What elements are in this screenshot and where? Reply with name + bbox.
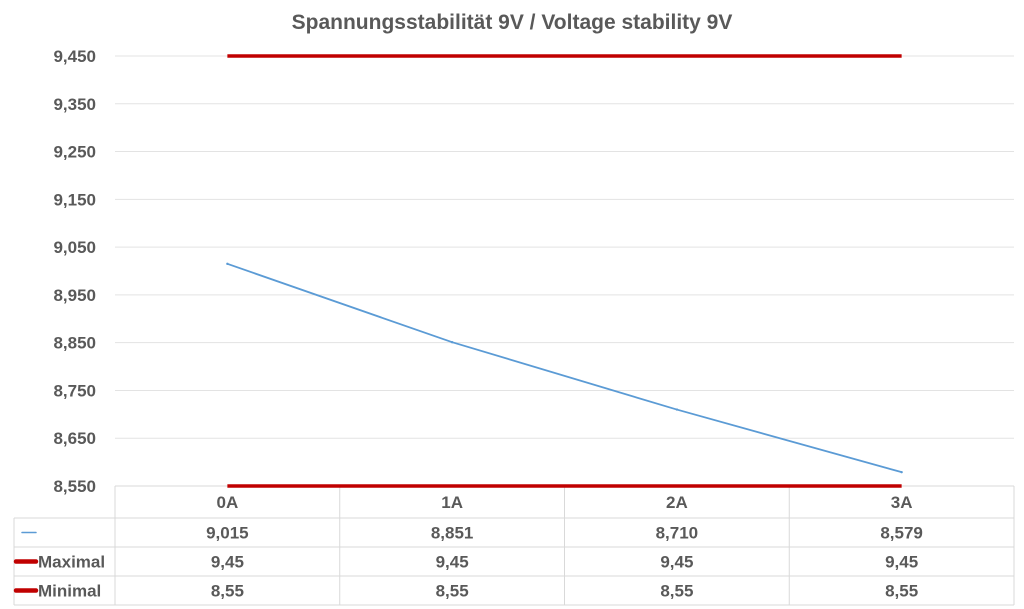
y-tick-label: 9,250 bbox=[53, 143, 96, 162]
legend-label: Maximal bbox=[38, 553, 105, 572]
table-value: 9,45 bbox=[211, 553, 244, 572]
table-value: 8,55 bbox=[436, 582, 469, 601]
x-category-label: 0A bbox=[217, 493, 239, 512]
table-value: 8,55 bbox=[660, 582, 693, 601]
y-tick-label: 9,350 bbox=[53, 95, 96, 114]
x-category-label: 3A bbox=[891, 493, 913, 512]
data-point bbox=[450, 340, 454, 344]
data-point bbox=[675, 408, 679, 411]
y-tick-label: 8,650 bbox=[53, 429, 96, 448]
y-tick-label: 9,150 bbox=[53, 190, 96, 209]
series-line-measurement bbox=[227, 262, 902, 474]
table-value: 8,579 bbox=[880, 524, 923, 543]
table-value: 9,45 bbox=[660, 553, 693, 572]
table-value: 8,710 bbox=[656, 524, 699, 543]
table-value: 8,851 bbox=[431, 524, 474, 543]
chart-title: Spannungsstabilität 9V / Voltage stabili… bbox=[292, 11, 733, 34]
table-value: 8,55 bbox=[211, 582, 244, 601]
y-axis-tick-labels: 8,550 8,650 8,750 8,850 8,950 9,050 9,150 9,250… bbox=[53, 47, 96, 496]
x-category-label: 2A bbox=[666, 493, 688, 512]
series-lines bbox=[226, 54, 903, 488]
table-value: 9,45 bbox=[885, 553, 918, 572]
y-tick-label: 8,550 bbox=[53, 477, 96, 496]
y-tick-label: 8,850 bbox=[53, 334, 96, 353]
x-category-label: 1A bbox=[441, 493, 463, 512]
y-tick-label: 8,950 bbox=[53, 286, 96, 305]
data-point bbox=[900, 470, 903, 474]
data-table: 0A 1A 2A 3A 9,015 8,851 8,710 8,579 Maximal 9,45 9… bbox=[13, 485, 1015, 606]
table-value: 8,55 bbox=[885, 582, 918, 601]
y-tick-label: 8,750 bbox=[53, 381, 96, 400]
table-value: 9,015 bbox=[206, 524, 249, 543]
y-tick-label: 9,050 bbox=[53, 238, 96, 257]
y-tick-label: 9,450 bbox=[53, 47, 96, 66]
legend-label: Minimal bbox=[38, 582, 101, 601]
data-point bbox=[226, 262, 229, 266]
table-value: 9,45 bbox=[436, 553, 469, 572]
